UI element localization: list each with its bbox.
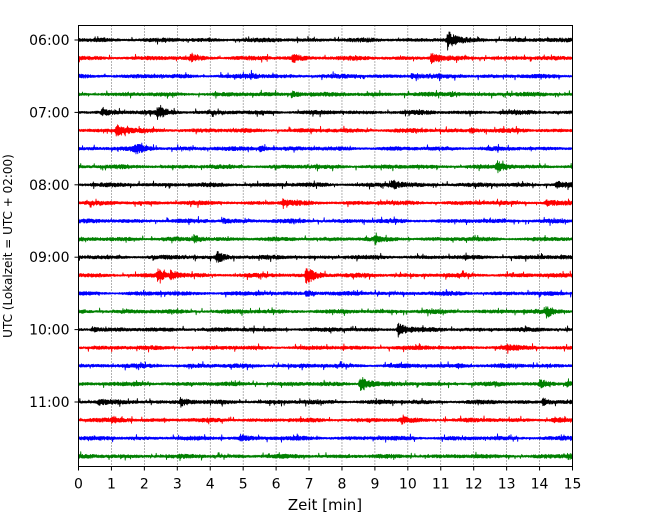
- seismogram-trace: [78, 251, 573, 263]
- seismogram-trace: [78, 104, 573, 120]
- y-axis-label: UTC (Lokalzeit = UTC + 02:00): [1, 154, 15, 338]
- seismogram-trace: [78, 160, 573, 174]
- seismogram-trace: [78, 142, 573, 155]
- x-tick-label: 14: [531, 477, 549, 493]
- seismogram-traces: [78, 31, 573, 462]
- y-tick-label: 07:00: [29, 105, 69, 121]
- seismogram-trace: [78, 361, 573, 371]
- x-tick-label: 11: [432, 477, 450, 493]
- x-tick-label: 12: [465, 477, 483, 493]
- seismogram-trace: [78, 89, 573, 99]
- seismogram-trace: [78, 451, 573, 462]
- y-tick-label: 11:00: [29, 395, 69, 411]
- seismogram-trace: [78, 414, 573, 425]
- seismogram-trace: [78, 396, 573, 408]
- x-tick-label: 6: [272, 477, 281, 493]
- x-axis-ticks: 0 1 2 3 4 5 6 7 8 9 10 11 12 13 14 15: [74, 466, 582, 493]
- seismogram-trace: [78, 343, 573, 354]
- x-tick-label: 0: [74, 477, 83, 493]
- plot-frame: [78, 25, 573, 467]
- x-tick-label: 1: [107, 477, 116, 493]
- x-tick-label: 15: [564, 477, 582, 493]
- seismogram-trace: [78, 433, 573, 443]
- x-tick-label: 7: [305, 477, 314, 493]
- seismogram-trace: [78, 322, 573, 338]
- x-tick-label: 13: [498, 477, 516, 493]
- x-tick-label: 8: [338, 477, 347, 493]
- seismogram-trace: [78, 268, 573, 284]
- seismogram-trace: [78, 289, 573, 298]
- x-tick-label: 2: [140, 477, 149, 493]
- seismogram-trace: [78, 306, 573, 319]
- seismogram-trace: [78, 124, 573, 137]
- x-tick-label: 9: [370, 477, 379, 493]
- y-axis-ticks: 06:00 07:00 08:00 09:00 10:00 11:00: [29, 33, 79, 411]
- y-tick-label: 10:00: [29, 323, 69, 339]
- seismogram-trace: [78, 198, 573, 210]
- seismogram-trace: [78, 69, 573, 82]
- x-tick-label: 4: [206, 477, 215, 493]
- x-tick-label: 3: [173, 477, 182, 493]
- y-tick-label: 06:00: [29, 33, 69, 49]
- seismogram-trace: [78, 232, 573, 246]
- seismogram-trace: [78, 179, 573, 191]
- seismogram-trace: [78, 377, 573, 391]
- x-tick-label: 5: [239, 477, 248, 493]
- seismogram-trace: [78, 52, 573, 65]
- x-axis-label: Zeit [min]: [288, 496, 362, 514]
- x-tick-label: 10: [399, 477, 417, 493]
- y-tick-label: 09:00: [29, 250, 69, 266]
- y-tick-label: 08:00: [29, 178, 69, 194]
- seismogram-trace: [78, 31, 573, 51]
- seismogram-trace: [78, 216, 573, 226]
